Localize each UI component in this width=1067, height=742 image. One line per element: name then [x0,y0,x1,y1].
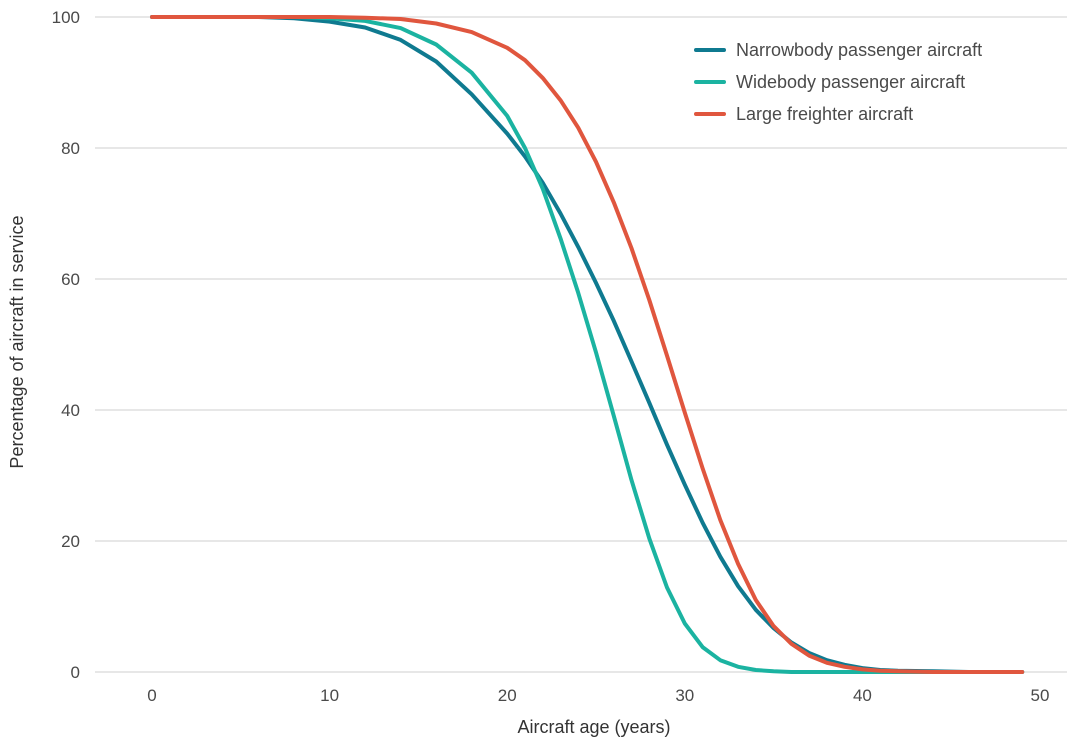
legend: Narrowbody passenger aircraft Widebody pa… [694,40,982,124]
x-tick-label: 50 [1031,686,1050,705]
x-tick-label: 20 [498,686,517,705]
x-axis-ticks: 0 10 20 30 40 50 [147,686,1049,705]
x-tick-label: 40 [853,686,872,705]
y-axis-ticks: 0 20 40 60 80 100 [52,8,80,682]
series-line-2 [150,15,1025,674]
y-tick-label: 100 [52,8,80,27]
x-tick-label: 10 [320,686,339,705]
x-tick-label: 30 [675,686,694,705]
legend-label: Large freighter aircraft [736,104,913,124]
series-lines [150,15,1025,674]
x-axis-title: Aircraft age (years) [517,717,670,737]
y-axis-title: Percentage of aircraft in service [7,215,27,468]
x-tick-label: 0 [147,686,156,705]
series-line-3 [150,15,1025,674]
y-tick-label: 80 [61,139,80,158]
legend-label: Widebody passenger aircraft [736,72,965,92]
y-tick-label: 0 [71,663,80,682]
y-tick-label: 40 [61,401,80,420]
legend-label: Narrowbody passenger aircraft [736,40,982,60]
gridlines [95,16,1067,673]
y-tick-label: 20 [61,532,80,551]
y-tick-label: 60 [61,270,80,289]
